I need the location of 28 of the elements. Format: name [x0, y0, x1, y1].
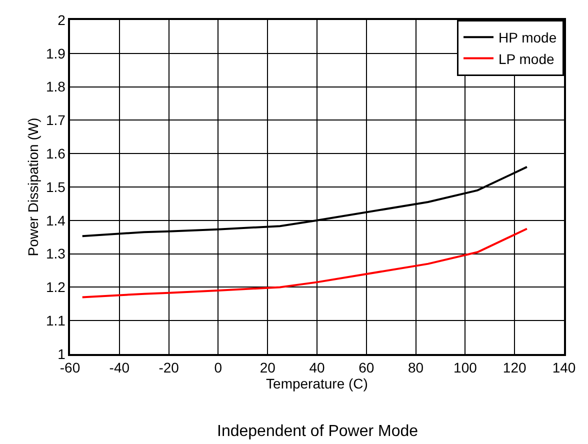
y-tick-label: 1.5 — [46, 178, 66, 195]
x-tick-label: 140 — [552, 360, 576, 376]
x-tick-label: 80 — [408, 360, 424, 376]
x-tick-label: 0 — [214, 360, 222, 376]
line-series — [81, 228, 528, 298]
y-tick-label: 1 — [58, 346, 66, 362]
y-tick-label: 1.9 — [46, 45, 66, 62]
x-tick-label: 100 — [454, 360, 478, 376]
y-axis-title: Power Dissipation (W) — [25, 118, 42, 256]
x-tick-label: 40 — [309, 360, 325, 376]
y-tick-label: 1.7 — [46, 112, 66, 128]
legend-label: HP mode — [498, 30, 557, 46]
y-tick-label: 1.4 — [46, 212, 66, 228]
y-tick-label: 1.3 — [46, 246, 66, 262]
x-tick-label: 60 — [358, 360, 374, 376]
y-tick-label: 1.8 — [46, 78, 66, 95]
y-tick-label: 2 — [58, 12, 66, 28]
x-axis-title: Temperature (C) — [266, 376, 368, 392]
x-tick-label: -20 — [158, 360, 180, 376]
legend-label: LP mode — [498, 50, 554, 67]
y-tick-label: 1.2 — [46, 279, 66, 296]
x-tick-label: -60 — [60, 360, 80, 376]
x-tick-label: 20 — [260, 360, 276, 376]
text: Independent of Power Mode — [217, 423, 418, 440]
x-tick-label: 120 — [502, 360, 526, 376]
y-tick-label: 1.6 — [46, 146, 66, 162]
y-tick-label: 1.1 — [46, 312, 66, 328]
x-tick-label: -40 — [109, 360, 130, 376]
